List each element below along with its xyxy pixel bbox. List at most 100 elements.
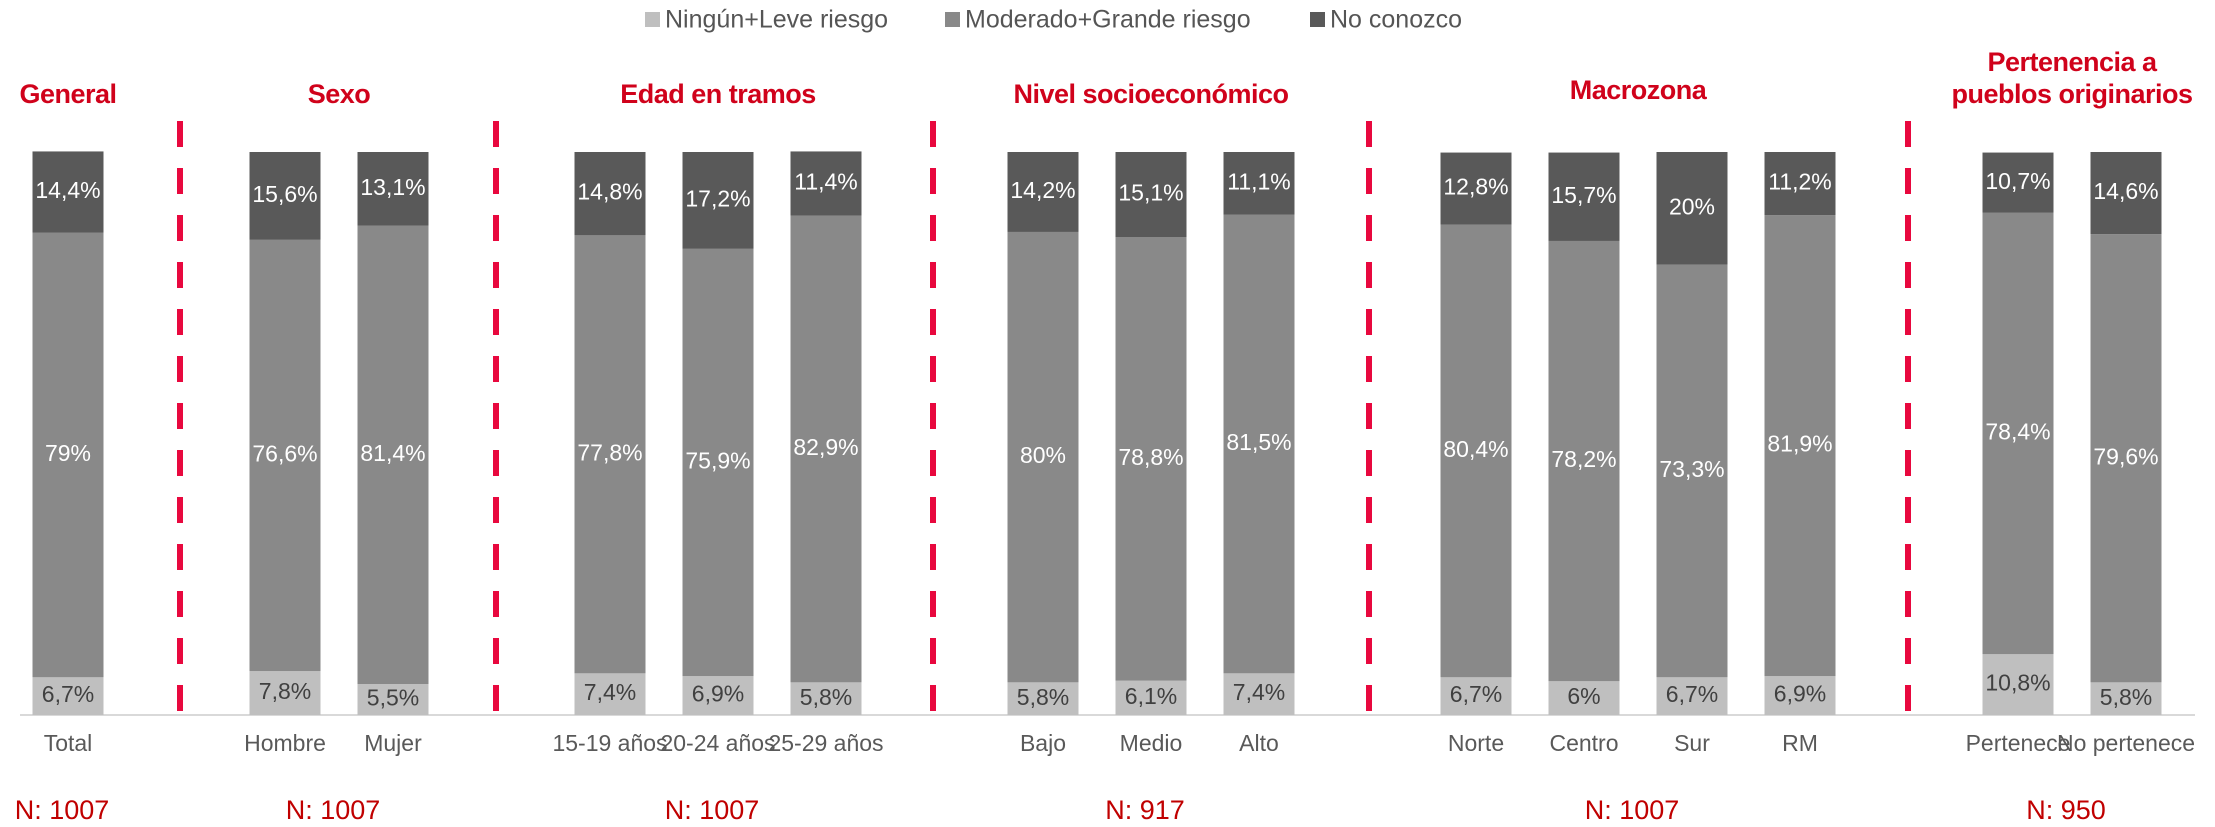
bar-segment [1007,152,1079,232]
legend-label: Moderado+Grande riesgo [965,6,1251,34]
value-label: 14,6% [2093,178,2158,204]
value-label: 7,4% [1233,679,1285,705]
value-label: 73,3% [1659,456,1724,482]
bar-segment [249,152,321,240]
value-label: 81,9% [1767,431,1832,457]
value-label: 6,7% [1666,681,1718,707]
bar-segment [1982,654,2054,715]
bar-segment [249,239,321,672]
value-label: 80,4% [1443,436,1508,462]
value-label: 78,2% [1551,446,1616,472]
legend-swatch [945,12,960,27]
group-title: Edad en tramos [620,79,816,109]
bar-segment [1007,231,1079,683]
value-label: 10,7% [1985,168,2050,194]
value-label: 10,8% [1985,670,2050,696]
bar-segment [790,215,862,683]
value-label: 5,8% [1017,684,1069,710]
category-label: Alto [1239,730,1279,756]
bar-segment [1656,264,1728,678]
category-label: 15-19 años [552,730,667,756]
value-label: 11,1% [1227,168,1291,194]
legend-label: Ningún+Leve riesgo [665,6,888,34]
bar-segment [1007,682,1079,715]
group-title: Sexo [307,79,371,109]
value-label: 15,7% [1551,182,1616,208]
bar-segment [1115,237,1187,681]
value-label: 5,5% [367,685,419,711]
bar-segment [357,225,429,685]
bar-segment [1764,152,1836,216]
value-label: 80% [1020,442,1066,468]
value-label: 77,8% [577,439,642,465]
bar-segment [682,152,754,249]
bar-segment [2090,682,2162,715]
group-title: General [19,79,117,109]
group-title: Nivel socioeconómico [1013,79,1289,109]
value-label: 15,1% [1118,180,1183,206]
value-label: 13,1% [360,174,425,200]
group-note: N: 917 [1105,795,1185,825]
category-label: Total [44,730,93,756]
value-label: 76,6% [252,441,317,467]
category-label: 20-24 años [660,730,775,756]
bar-segment [1440,677,1512,715]
value-label: 79% [45,440,91,466]
value-label: 6,9% [692,681,744,707]
value-label: 75,9% [685,448,750,474]
value-label: 5,8% [800,684,852,710]
value-label: 6,1% [1125,683,1177,709]
bar-segment [1548,681,1620,715]
category-label: Norte [1448,730,1504,756]
bar-segment [1764,676,1836,715]
bar-segment [249,671,321,715]
category-label: Mujer [364,730,422,756]
value-label: 14,8% [577,179,642,205]
category-label: RM [1782,730,1818,756]
legend-swatch [645,12,660,27]
bar-segment [2090,234,2162,683]
group-note: N: 950 [2026,795,2106,825]
bar-segment [357,152,429,226]
legend-swatch [1310,12,1325,27]
group-note: N: 1007 [286,795,381,825]
bar-segment [682,676,754,715]
bar-segment [1223,152,1295,215]
bar-segment [1440,224,1512,678]
bar-segment [574,152,646,236]
bar-segment [574,235,646,674]
bar-segment [32,151,104,233]
value-label: 78,8% [1118,444,1183,470]
value-label: 6,7% [42,681,94,707]
bar-segment [32,677,104,715]
value-label: 17,2% [685,185,750,211]
bar-segment [1656,152,1728,265]
value-label: 20% [1669,193,1715,219]
category-label: Sur [1674,730,1710,756]
category-label: Medio [1120,730,1183,756]
bar-segment [574,673,646,715]
value-label: 81,5% [1226,429,1291,455]
bar-segment [1115,680,1187,715]
value-label: 6% [1567,683,1600,709]
group-note: N: 1007 [1585,795,1680,825]
category-label: No pertenece [2057,730,2195,756]
bar-segment [1548,152,1620,241]
bar-segment [1548,240,1620,682]
category-label: Hombre [244,730,326,756]
bar-segment [1223,673,1295,715]
bar-segment [1764,215,1836,677]
value-label: 14,4% [35,177,100,203]
value-label: 6,7% [1450,681,1502,707]
bar-segment [1115,152,1187,238]
group-note: N: 1007 [15,795,110,825]
value-label: 11,4% [794,169,858,195]
value-label: 14,2% [1010,177,1075,203]
bar-segment [32,232,104,678]
bar-segment [1223,214,1295,674]
value-label: 7,4% [584,679,636,705]
value-label: 7,8% [259,678,311,704]
bar-segment [2090,152,2162,235]
